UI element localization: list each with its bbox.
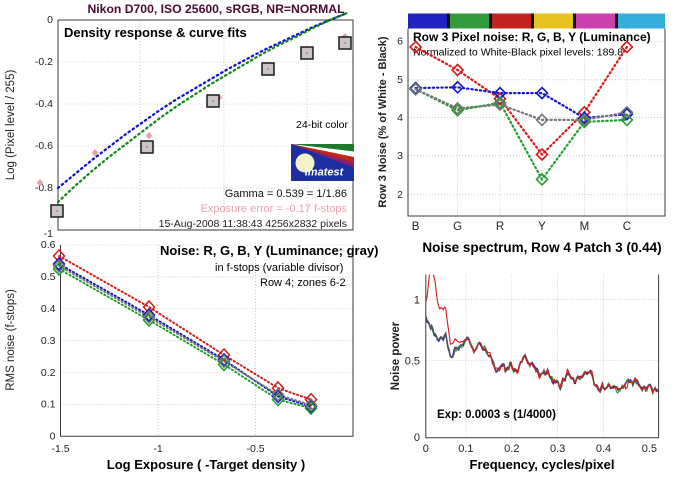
svg-text:-0.5: -0.5 — [246, 443, 264, 455]
svg-text:Y: Y — [538, 221, 546, 233]
svg-text:-0.6: -0.6 — [35, 140, 53, 152]
svg-text:Log Exposure ( -Target density: Log Exposure ( -Target density ) — [107, 457, 305, 472]
svg-text:-1: -1 — [153, 443, 162, 455]
svg-text:-0.2: -0.2 — [35, 56, 53, 68]
svg-text:-0.4: -0.4 — [35, 98, 53, 110]
svg-text:0: 0 — [50, 431, 56, 443]
svg-text:0.3: 0.3 — [41, 335, 56, 347]
svg-text:Log (Pixel level / 255): Log (Pixel level / 255) — [5, 70, 17, 181]
svg-text:3: 3 — [397, 150, 403, 162]
svg-text:R: R — [496, 221, 504, 233]
svg-text:2: 2 — [397, 189, 403, 201]
svg-text:Nikon D700, ISO 25600, sRGB, N: Nikon D700, ISO 25600, sRGB, NR=NORMAL — [87, 2, 345, 16]
svg-text:-1.5: -1.5 — [51, 443, 69, 455]
svg-text:Row 4; zones 6-2: Row 4; zones 6-2 — [260, 277, 346, 289]
svg-text:Row 3 Noise (% of White - Blac: Row 3 Noise (% of White - Black) — [377, 36, 389, 207]
svg-text:0.5: 0.5 — [642, 443, 657, 455]
svg-text:RMS noise (f-stops): RMS noise (f-stops) — [5, 289, 17, 391]
svg-text:1: 1 — [414, 295, 420, 307]
svg-text:6: 6 — [397, 36, 403, 48]
svg-text:0.1: 0.1 — [41, 399, 56, 411]
svg-text:M: M — [580, 221, 590, 233]
svg-text:0.1: 0.1 — [458, 443, 473, 455]
svg-text:0.4: 0.4 — [596, 443, 611, 455]
svg-text:-0.8: -0.8 — [35, 182, 53, 194]
svg-text:Frequency, cycles/pixel: Frequency, cycles/pixel — [470, 457, 615, 472]
svg-text:24-bit color: 24-bit color — [296, 119, 348, 131]
svg-text:0.3: 0.3 — [550, 443, 565, 455]
svg-text:G: G — [453, 221, 462, 233]
svg-text:C: C — [623, 221, 631, 233]
svg-text:0.2: 0.2 — [504, 443, 519, 455]
svg-text:B: B — [412, 221, 420, 233]
svg-text:in f-stops (variable divisor): in f-stops (variable divisor) — [215, 262, 343, 274]
svg-text:0.5: 0.5 — [41, 271, 56, 283]
svg-text:5: 5 — [397, 74, 403, 86]
svg-text:4: 4 — [397, 112, 403, 124]
svg-text:Imatest: Imatest — [305, 167, 345, 179]
svg-text:Gamma = 0.539 = 1/1.86: Gamma = 0.539 = 1/1.86 — [225, 188, 347, 200]
svg-text:0.6: 0.6 — [41, 239, 56, 251]
svg-text:Noise: R, G, B, Y (Luminance;: Noise: R, G, B, Y (Luminance; gray) — [160, 243, 378, 258]
svg-text:0: 0 — [423, 443, 429, 455]
svg-text:Noise spectrum, Row 4 Patch 3: Noise spectrum, Row 4 Patch 3 (0.44) — [422, 240, 661, 255]
svg-text:Density response & curve fits: Density response & curve fits — [64, 25, 247, 40]
svg-text:0.2: 0.2 — [41, 367, 56, 379]
svg-text:15-Aug-2008 11:38:43 4256x2: 15-Aug-2008 11:38:43 4256x2832 pixels — [159, 218, 347, 230]
svg-text:Normalized to White-Black pixe: Normalized to White-Black pixel levels: … — [413, 47, 623, 59]
svg-text:0.4: 0.4 — [41, 303, 56, 315]
svg-text:0: 0 — [414, 432, 420, 444]
svg-text:Exposure error = -0.17 f-stops: Exposure error = -0.17 f-stops — [201, 203, 348, 215]
svg-text:0.5: 0.5 — [405, 356, 420, 368]
svg-text:0: 0 — [47, 14, 53, 26]
svg-text:Exp: 0.0003 s (1/4000): Exp: 0.0003 s (1/4000) — [437, 409, 556, 421]
svg-text:Row 3 Pixel noise: R, G, B, Y: Row 3 Pixel noise: R, G, B, Y (Luminance… — [413, 30, 651, 44]
svg-text:Noise power: Noise power — [390, 321, 402, 390]
